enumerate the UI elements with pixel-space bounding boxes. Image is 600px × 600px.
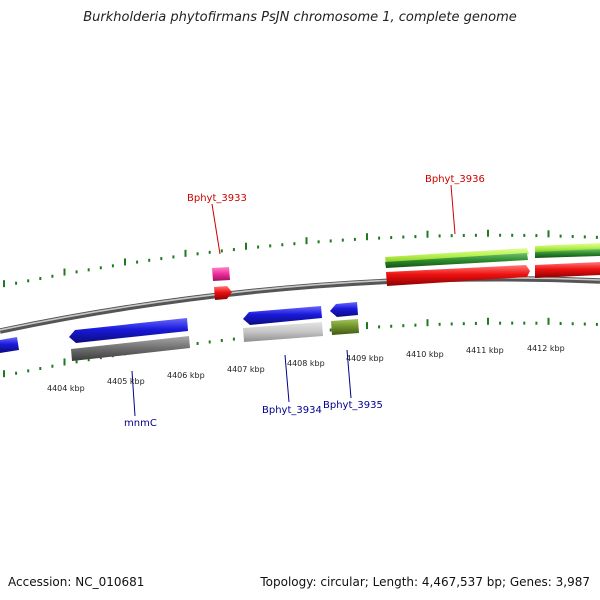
scale-label-4411: 4411 kbp xyxy=(466,346,504,355)
map-title: Burkholderia phytofirmans PsJN chromosom… xyxy=(83,10,517,25)
gene-bphyt-3934[interactable] xyxy=(243,306,322,325)
gene-bphyt-3933-pink[interactable] xyxy=(212,267,230,281)
leader-bphyt-3934 xyxy=(284,354,290,403)
leader-bphyt-3933 xyxy=(211,203,221,255)
label-mnmc: mnmC xyxy=(124,418,157,429)
scale-label-4408: 4408 kbp xyxy=(287,359,325,368)
scale-label-4407: 4407 kbp xyxy=(227,365,265,374)
scale-label-4404: 4404 kbp xyxy=(47,384,85,393)
label-bphyt-3933: Bphyt_3933 xyxy=(187,193,247,204)
topology-label: Topology: circular; Length: 4,467,537 bp… xyxy=(260,575,590,589)
scale-label-4410: 4410 kbp xyxy=(406,350,444,359)
gene-mnmc[interactable] xyxy=(69,318,188,343)
leader-mnmc xyxy=(131,370,136,417)
gene-bphyt-3935-olive[interactable] xyxy=(331,319,359,335)
gene-right-darkgreen[interactable] xyxy=(535,249,600,258)
label-bphyt-3935: Bphyt_3935 xyxy=(323,400,383,411)
label-bphyt-3934: Bphyt_3934 xyxy=(262,405,322,416)
gene-bphyt-3934-gray[interactable] xyxy=(243,322,323,342)
gene-mnmc-gray[interactable] xyxy=(71,336,190,361)
leader-bphyt-3935 xyxy=(346,349,352,399)
gene-right-red[interactable] xyxy=(535,262,600,278)
scale-label-4405: 4405 kbp xyxy=(107,377,145,386)
accession-label: Accession: NC_010681 xyxy=(8,575,145,589)
gene-bphyt-3933[interactable] xyxy=(214,286,232,300)
chromosome-backbone-highlight xyxy=(0,276,600,331)
gene-left-blue[interactable] xyxy=(0,337,19,353)
leader-bphyt-3936 xyxy=(450,184,456,235)
gene-bphyt-3936[interactable] xyxy=(386,265,530,286)
gene-bphyt-3936-darkgreen[interactable] xyxy=(385,253,528,268)
label-bphyt-3936: Bphyt_3936 xyxy=(425,174,485,185)
scale-label-4409: 4409 kbp xyxy=(346,354,384,363)
outer-tick-ring xyxy=(3,229,598,288)
gene-bphyt-3935[interactable] xyxy=(330,302,358,317)
scale-label-4412: 4412 kbp xyxy=(527,344,565,353)
scale-label-4406: 4406 kbp xyxy=(167,371,205,380)
chromosome-backbone xyxy=(0,276,600,334)
